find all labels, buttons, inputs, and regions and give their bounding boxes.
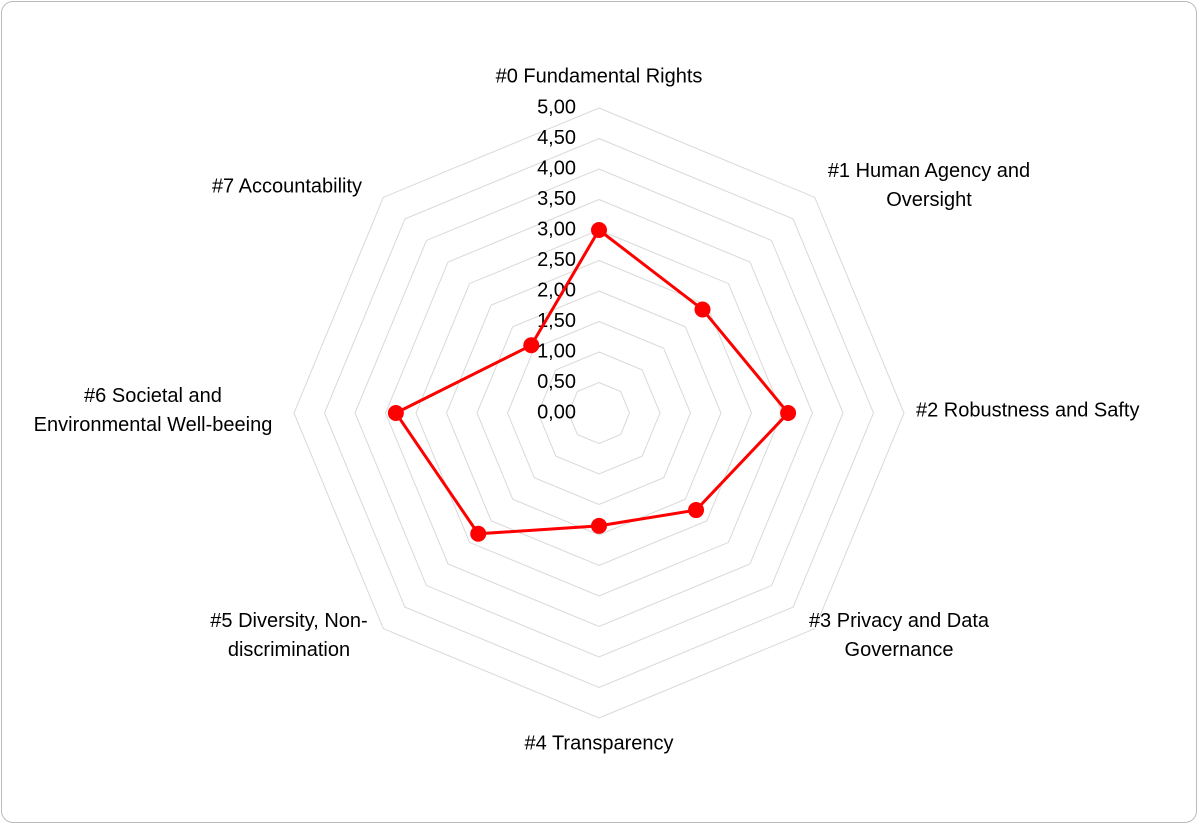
category-label: #7 Accountability [211, 175, 363, 198]
grid-ring [476, 290, 722, 536]
grid-ring [323, 137, 875, 689]
data-point [688, 502, 705, 519]
category-label: #4 Transparency [524, 732, 674, 755]
category-label: #3 Privacy and Data Governance [808, 610, 990, 661]
category-label: #0 Fundamental Rights [495, 65, 703, 88]
r-tick-label: 3,00 [537, 218, 576, 240]
data-point [470, 525, 487, 542]
data-point [780, 405, 797, 421]
data-point [694, 301, 711, 318]
grid-ring [354, 168, 844, 658]
r-tick-label: 5,00 [537, 96, 576, 118]
category-label: #5 Diversity, Non-discrimination [210, 610, 368, 661]
data-point [523, 337, 540, 354]
r-tick-label: 2,00 [537, 279, 576, 301]
grid-ring [537, 351, 661, 475]
r-tick-label: 0,50 [537, 371, 576, 393]
grid-ring [415, 229, 783, 597]
data-point [591, 222, 607, 238]
r-tick-label: 4,50 [537, 127, 576, 149]
r-tick-label: 1,00 [537, 340, 576, 362]
category-label: #2 Robustness and Safty [916, 399, 1140, 422]
grid-ring [567, 381, 631, 445]
grid-ring [293, 107, 905, 719]
category-label: #1 Human Agency and Oversight [827, 160, 1031, 211]
grid-ring [384, 198, 814, 628]
r-tick-label: 1,50 [537, 310, 576, 332]
series-line [393, 227, 791, 536]
grid-ring [506, 320, 692, 506]
r-tick-label: 2,50 [537, 249, 576, 271]
data-point [591, 517, 607, 534]
r-tick-label: 3,50 [537, 188, 576, 210]
r-tick-label: 0,00 [537, 401, 576, 423]
grid-ring [445, 259, 753, 567]
category-label: #6 Societal and Environmental Well-beein… [33, 385, 273, 436]
data-point [387, 405, 404, 421]
r-tick-label: 4,00 [537, 157, 576, 179]
